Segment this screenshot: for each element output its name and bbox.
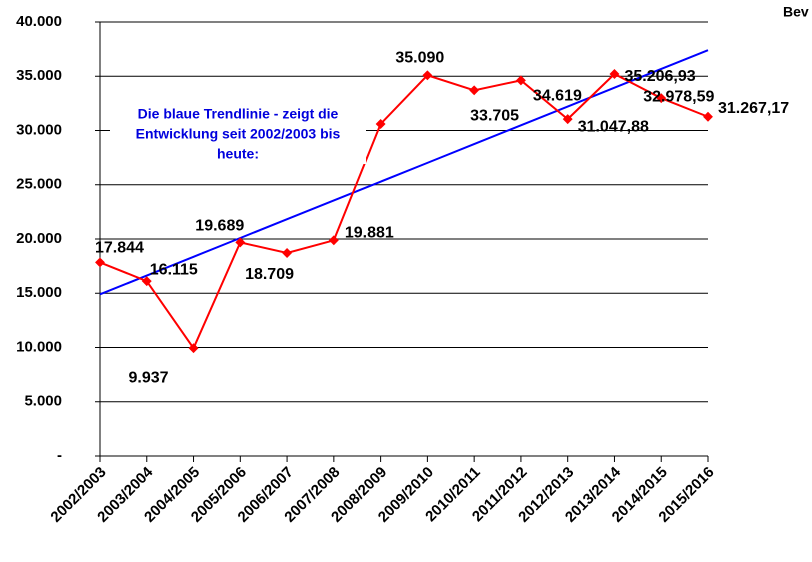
y-tick-label: 30.000	[16, 121, 62, 138]
marker	[188, 343, 199, 354]
annotation-box	[110, 104, 366, 164]
marker	[141, 276, 152, 287]
marker	[469, 85, 480, 96]
marker	[515, 75, 526, 86]
data-label: 31.047,88	[578, 118, 649, 135]
data-label: 18.709	[245, 266, 294, 283]
data-label: 34.619	[533, 88, 582, 105]
data-label: 35.090	[395, 49, 444, 66]
data-label: 17.844	[95, 240, 144, 257]
marker	[282, 248, 293, 258]
y-tick-label: 25.000	[16, 176, 62, 193]
annotation: Die blaue Trendlinie - zeigt die	[138, 106, 339, 122]
annotation: Entwicklung seit 2002/2003 bis	[136, 126, 341, 142]
marker	[328, 235, 339, 246]
annotation: heute:	[217, 146, 259, 162]
corner-text: Bev	[783, 4, 809, 20]
marker	[656, 93, 667, 104]
y-tick-label: 20.000	[16, 230, 62, 247]
data-label: 16.115	[150, 261, 198, 278]
y-tick-label: 10.000	[16, 338, 62, 355]
data-label: 19.881	[345, 225, 394, 242]
series-line	[99, 72, 709, 351]
marker	[235, 237, 246, 248]
data-label: 19.689	[195, 218, 244, 235]
y-tick-label: -	[57, 447, 62, 464]
y-tick-label: 35.000	[16, 67, 62, 84]
plot: - 5.000 10.000 15.000 20.000 25.000 30.000 35.0…	[16, 13, 789, 526]
data-label: 32.978,59	[643, 88, 714, 105]
data-label: 35.206,93	[624, 68, 695, 85]
marker	[562, 114, 573, 125]
marker	[95, 257, 105, 268]
data-label: 9.937	[129, 369, 169, 386]
y-tick-label: 5.000	[24, 393, 62, 410]
y-tick-label: 15.000	[16, 284, 62, 301]
trend-line	[99, 49, 709, 296]
y-tick-label: 40.000	[16, 13, 62, 30]
marker	[609, 69, 620, 79]
data-label: 31.267,17	[718, 100, 789, 117]
marker	[703, 111, 713, 122]
data-label: 33.705	[470, 108, 519, 125]
